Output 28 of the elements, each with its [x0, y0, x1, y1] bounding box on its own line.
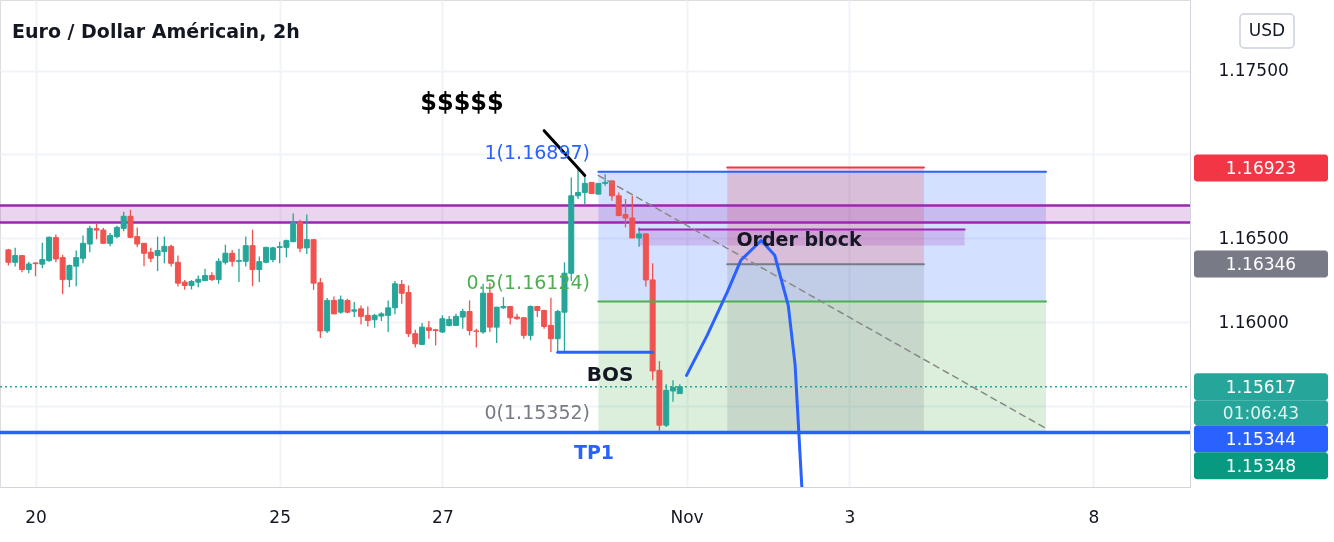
annotation: 0(1.15352) [484, 401, 590, 423]
x-tick-label: 8 [1088, 506, 1100, 527]
y-tick-label: 1.16500 [1218, 227, 1289, 248]
annotation: BOS [586, 362, 634, 386]
x-tick-label: 25 [269, 506, 291, 527]
text: Euro / Dollar Américain, 2h [12, 20, 300, 42]
ref-line-label: 1.15617 [1225, 376, 1297, 397]
annotation: Order block [736, 228, 862, 250]
x-tick-label: 27 [432, 506, 454, 527]
text: USD [1248, 20, 1286, 40]
annotation: $$$$$ [420, 88, 504, 116]
text: 1.16346 [1225, 254, 1297, 274]
candlestick [12, 247, 19, 268]
y-tick-label: 1.16000 [1218, 311, 1289, 332]
candlestick [303, 213, 310, 255]
x-tick-label: 3 [844, 506, 856, 527]
text: 1.15348 [1225, 455, 1297, 476]
text: 01:06:43 [1222, 402, 1300, 423]
x-tick-label: Nov [670, 506, 704, 527]
text: 1.16923 [1225, 158, 1297, 178]
candlestick [249, 229, 256, 287]
candlestick [419, 322, 426, 346]
candlestick [636, 226, 643, 248]
y-tick-label: 1.17500 [1218, 60, 1289, 81]
annotation: TP1 [573, 441, 615, 463]
ref-line-label: 1.15344 [1225, 428, 1297, 449]
candlestick [337, 294, 344, 315]
x-tick-label: 20 [25, 506, 47, 527]
